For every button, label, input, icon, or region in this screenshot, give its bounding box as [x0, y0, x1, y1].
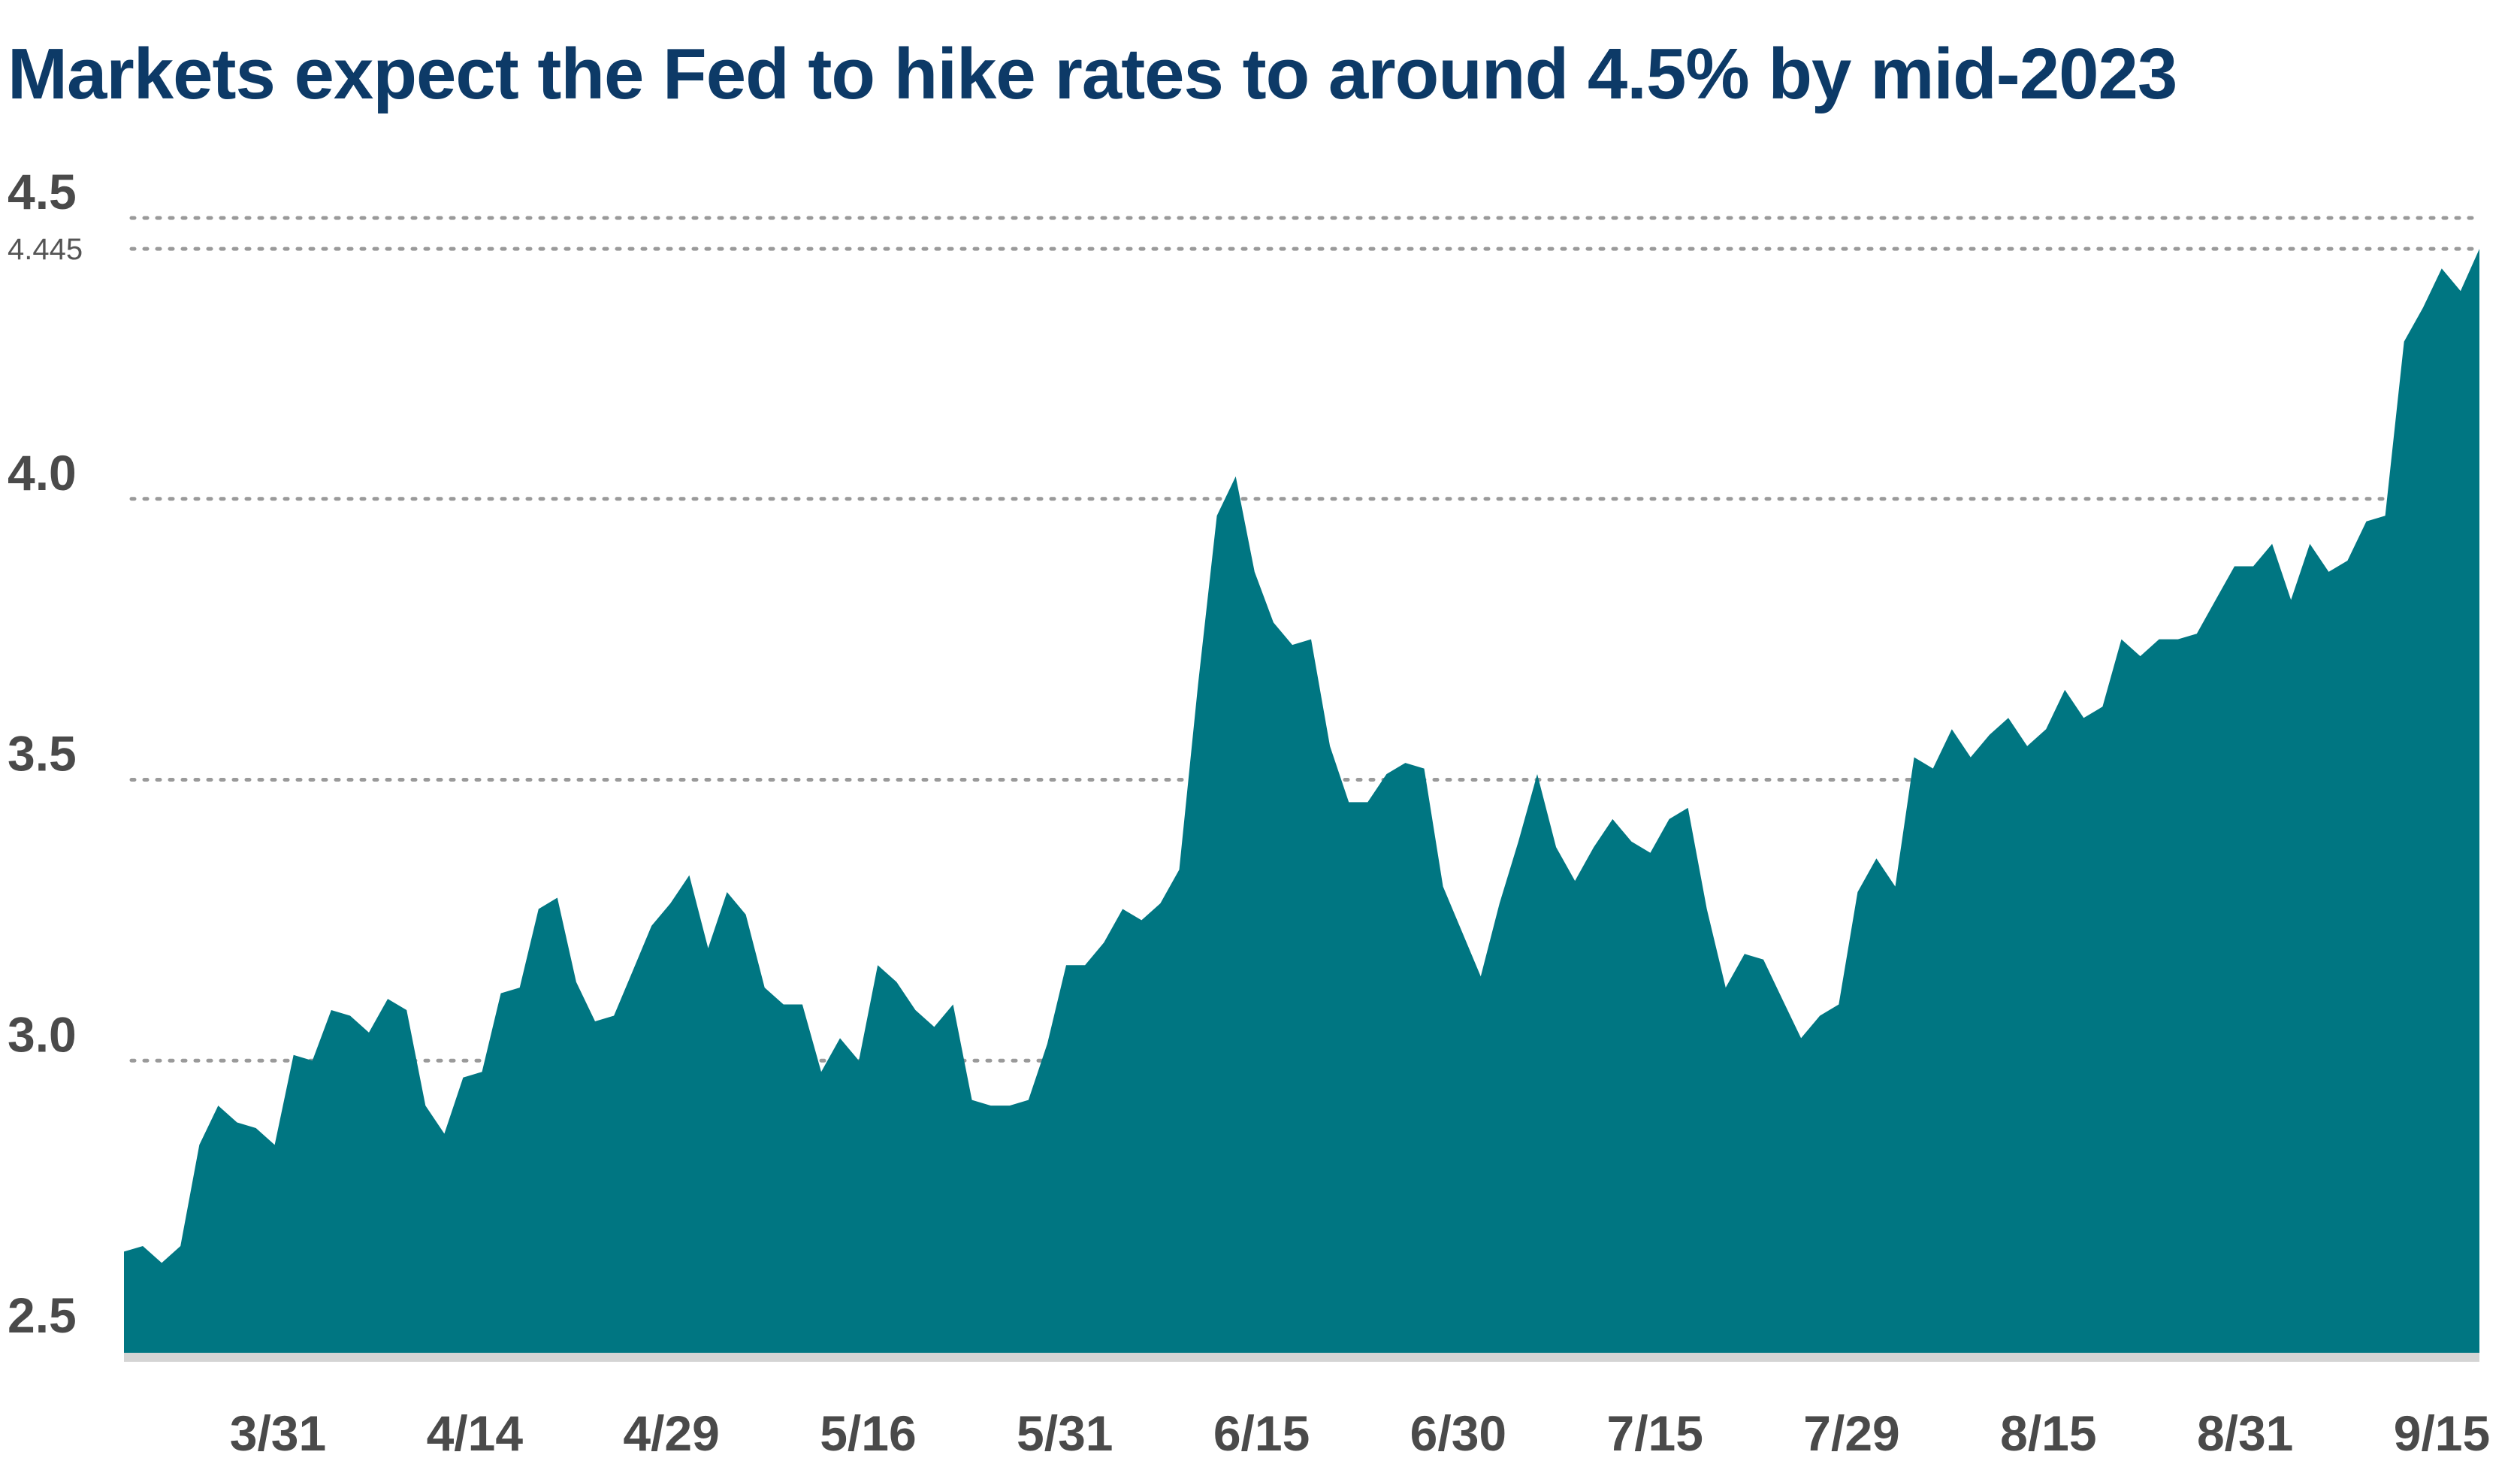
chart-title: Markets expect the Fed to hike rates to …: [8, 34, 2177, 114]
area-fill: [124, 249, 2479, 1354]
x-tick-label: 7/15: [1606, 1405, 1703, 1461]
x-tick-label: 6/15: [1213, 1405, 1310, 1461]
x-tick-label: 8/31: [2197, 1405, 2293, 1461]
y-axis-tick-labels: 2.5 3.0 3.5 4.0 4.5 4.445: [8, 164, 83, 1343]
x-tick-label: 5/16: [820, 1405, 916, 1461]
x-tick-label: 4/29: [623, 1405, 719, 1461]
x-tick-label: 8/15: [2000, 1405, 2096, 1461]
x-tick-label: 4/14: [427, 1405, 524, 1461]
x-tick-label: 9/15: [2394, 1405, 2490, 1461]
area-series: [124, 249, 2479, 1362]
x-tick-label: 7/29: [1803, 1405, 1899, 1461]
x-tick-label: 3/31: [230, 1405, 326, 1461]
x-axis-tick-labels: 3/31 4/14 4/29 5/16 5/31 6/15 6/30 7/15 7/29 8/15…: [230, 1405, 2490, 1461]
y-tick-label: 3.5: [8, 726, 77, 782]
y-tick-label: 4.5: [8, 164, 77, 219]
y-tick-label: 4.0: [8, 445, 77, 501]
x-tick-label: 5/31: [1017, 1405, 1113, 1461]
last-value-label: 4.445: [8, 233, 83, 266]
x-tick-label: 6/30: [1410, 1405, 1506, 1461]
x-axis-baseline: [124, 1353, 2479, 1362]
y-tick-label: 2.5: [8, 1287, 77, 1343]
y-tick-label: 3.0: [8, 1006, 77, 1062]
